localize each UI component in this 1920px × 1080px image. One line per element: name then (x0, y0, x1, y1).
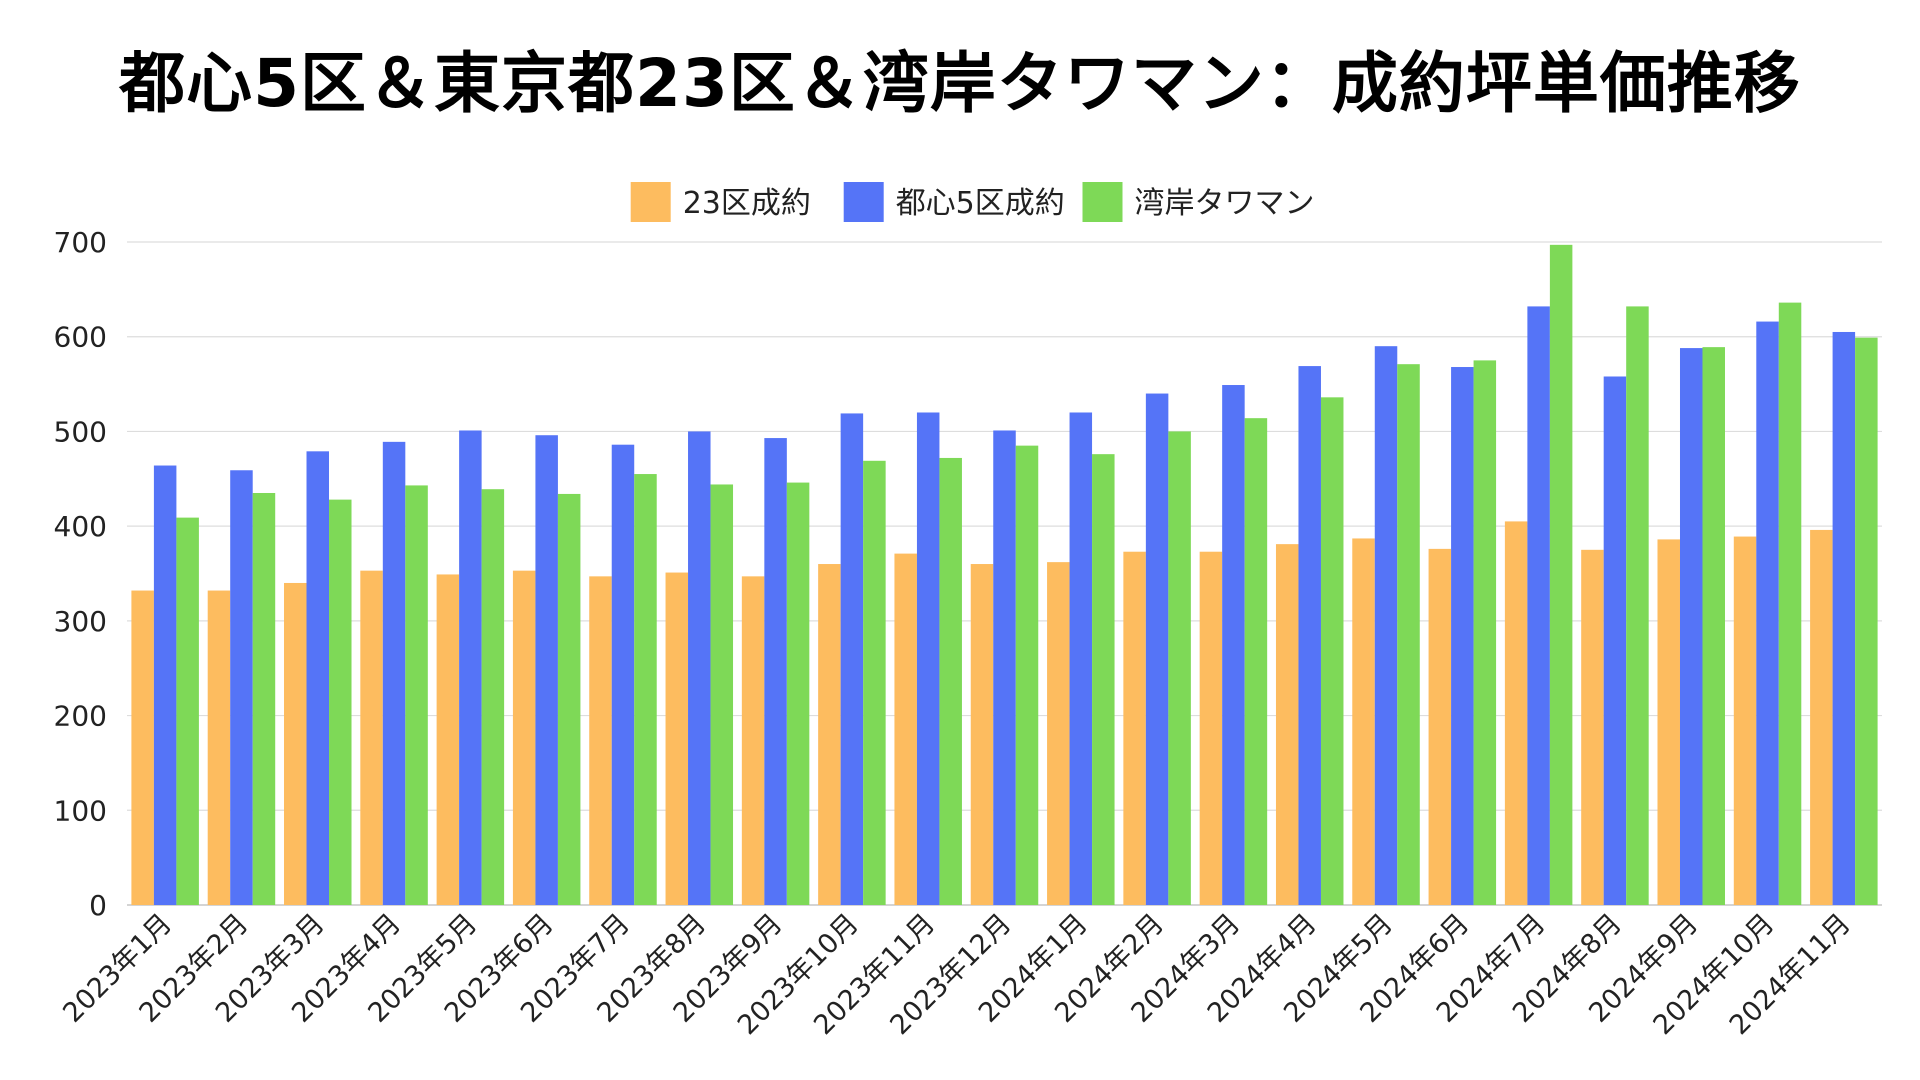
bar-2 (916, 412, 940, 905)
bar-2 (153, 465, 177, 905)
legend-label-1: 23区成約 (683, 186, 811, 221)
bar-2 (1145, 393, 1169, 905)
bar-1 (1428, 548, 1452, 905)
bar-2 (1603, 376, 1627, 906)
bar-3 (1015, 445, 1039, 905)
y-tick-label: 700 (54, 226, 107, 259)
bar-1 (1047, 562, 1070, 905)
bar-1 (284, 582, 307, 905)
legend-label-2: 都心5区成約 (896, 186, 1065, 221)
bar-3 (557, 493, 581, 905)
bar-2 (993, 430, 1016, 905)
bar-1 (1123, 551, 1146, 905)
bar-3 (1778, 302, 1802, 905)
bar-2 (306, 451, 330, 905)
bar-3 (1855, 337, 1878, 905)
bar-1 (1733, 536, 1757, 905)
bar-1 (1581, 549, 1604, 905)
bar-1 (207, 590, 231, 905)
bar-1 (436, 574, 460, 905)
bar-2 (611, 444, 635, 905)
bar-3 (634, 474, 657, 905)
bar-3 (1320, 397, 1344, 905)
bar-3 (1244, 418, 1268, 905)
legend-swatch-1 (630, 182, 671, 222)
bar-1 (818, 564, 841, 905)
bar-1 (741, 576, 765, 905)
y-tick-label: 200 (54, 700, 107, 733)
bar-3 (1168, 431, 1191, 905)
y-tick-label: 600 (54, 321, 107, 354)
bar-3 (1397, 364, 1420, 906)
y-tick-label: 300 (54, 605, 107, 638)
bar-2 (459, 430, 482, 905)
bar-2 (764, 438, 787, 905)
legend-label-3: 湾岸タワマン (1135, 186, 1315, 221)
bar-3 (405, 485, 428, 905)
y-tick-label: 100 (54, 794, 107, 827)
bar-1 (131, 590, 154, 905)
bar-3 (329, 499, 352, 905)
bar-3 (863, 460, 886, 905)
bar-2 (382, 441, 406, 905)
bar-3 (176, 517, 199, 905)
bar-1 (512, 570, 536, 905)
bar-2 (688, 431, 711, 905)
chart-title: 都心5区＆東京都23区＆湾岸タワマン：成約坪単価推移 (119, 45, 1801, 122)
bar-2 (840, 413, 864, 905)
bar-3 (786, 482, 810, 905)
bar-1 (665, 572, 689, 905)
bar-2 (1069, 412, 1093, 905)
bar-3 (1702, 347, 1725, 906)
bar-2 (1222, 385, 1245, 906)
bar-1 (1504, 521, 1528, 905)
bar-3 (1092, 454, 1115, 905)
bar-2 (1298, 366, 1321, 906)
legend-swatch-3 (1082, 182, 1123, 222)
bar-2 (1679, 348, 1703, 906)
y-tick-label: 0 (89, 889, 107, 922)
bar-2 (1451, 367, 1474, 906)
y-tick-label: 400 (54, 510, 107, 543)
bar-2 (230, 470, 253, 905)
bar-2 (1832, 331, 1856, 905)
bar-3 (481, 489, 505, 905)
bar-1 (360, 570, 383, 905)
bar-1 (970, 564, 994, 905)
bar-1 (1657, 539, 1680, 905)
bar-3 (1549, 244, 1573, 905)
bar-2 (1374, 346, 1398, 906)
bar-3 (710, 484, 734, 905)
y-tick-label: 500 (54, 415, 107, 448)
bar-3 (939, 457, 962, 905)
bar-2 (1756, 321, 1779, 905)
bar-3 (1626, 306, 1649, 905)
bar-2 (1527, 306, 1550, 905)
legend-swatch-2 (843, 182, 884, 222)
bar-2 (535, 435, 558, 905)
bar-3 (1473, 360, 1497, 906)
bar-1 (1810, 529, 1833, 905)
bar-3 (252, 492, 276, 905)
bar-1 (894, 553, 917, 905)
bar-1 (589, 576, 612, 905)
bar-1 (1199, 551, 1223, 905)
bar-1 (1352, 538, 1375, 905)
bar-1 (1275, 544, 1299, 905)
